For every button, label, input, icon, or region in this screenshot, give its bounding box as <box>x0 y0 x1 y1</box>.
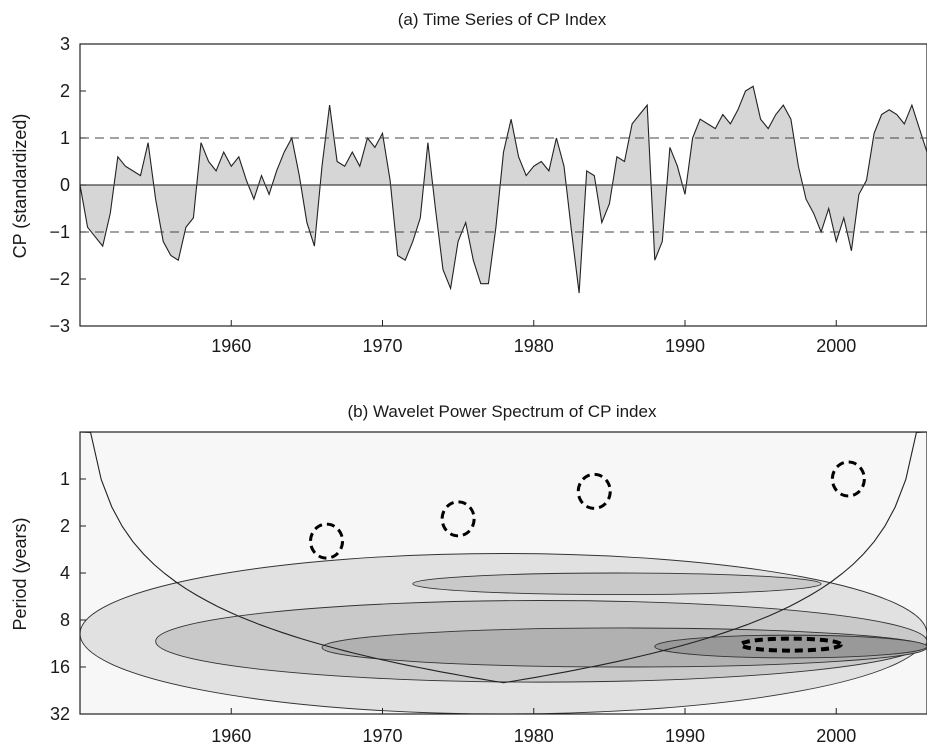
x-tick-label: 2000 <box>816 726 856 746</box>
panel-a-title: (a) Time Series of CP Index <box>398 10 607 29</box>
significance-contour <box>440 500 476 538</box>
panel-a-reference-lines <box>80 137 927 233</box>
y-tick-label: 32 <box>50 704 70 724</box>
panel-a-area-layer <box>79 85 927 294</box>
power-region-level-2 <box>412 572 822 596</box>
panel-b-plot-area <box>80 432 927 714</box>
y-tick-label: 3 <box>60 34 70 54</box>
x-tick-label: 1980 <box>514 726 554 746</box>
panel-b-x-ticks: 1960 1970 1980 1990 2000 <box>211 708 856 746</box>
x-tick-label: 1970 <box>362 336 402 356</box>
significance-contour <box>830 460 866 498</box>
x-tick-label: 1960 <box>211 336 251 356</box>
panel-a: (a) Time Series of CP Index CP (standard… <box>10 10 927 356</box>
panel-b-significance-contours <box>309 460 866 653</box>
panel-b-power-regions <box>80 432 927 714</box>
y-tick-label: 0 <box>60 175 70 195</box>
x-tick-label: 1990 <box>665 726 705 746</box>
y-tick-label: 8 <box>60 610 70 630</box>
x-tick-label: 1990 <box>665 336 705 356</box>
cone-of-influence-line <box>80 432 927 684</box>
y-tick-label: 2 <box>60 81 70 101</box>
panel-a-y-ticks: 3 2 1 0 −1 −2 −3 <box>49 34 86 336</box>
panel-b-y-axis-label: Period (years) <box>10 517 30 630</box>
significance-contour <box>738 636 843 653</box>
x-tick-label: 1960 <box>211 726 251 746</box>
y-tick-label: 1 <box>60 469 70 489</box>
panel-b-cone-of-influence <box>80 432 927 684</box>
significance-contour <box>309 522 345 560</box>
cp-index-series-line <box>79 85 927 294</box>
y-tick-label: 1 <box>60 128 70 148</box>
y-tick-label: −1 <box>49 222 70 242</box>
y-tick-label: −3 <box>49 316 70 336</box>
panel-b: (b) Wavelet Power Spectrum of CP index P… <box>10 402 927 746</box>
panel-a-x-ticks: 1960 1970 1980 1990 2000 <box>211 320 856 356</box>
cp-index-area-fill <box>80 86 927 294</box>
y-tick-label: 16 <box>50 657 70 677</box>
panel-b-title: (b) Wavelet Power Spectrum of CP index <box>348 402 657 421</box>
significance-contour <box>576 472 612 510</box>
y-tick-label: 2 <box>60 516 70 536</box>
x-tick-label: 1970 <box>362 726 402 746</box>
y-tick-label: 4 <box>60 563 70 583</box>
x-tick-label: 1980 <box>514 336 554 356</box>
panel-b-y-ticks: 1 2 4 8 16 32 <box>50 469 86 724</box>
y-tick-label: −2 <box>49 269 70 289</box>
panel-a-y-axis-label: CP (standardized) <box>10 114 30 259</box>
panel-a-plot-area <box>79 43 927 327</box>
power-region-level-4 <box>654 634 927 659</box>
x-tick-label: 2000 <box>816 336 856 356</box>
